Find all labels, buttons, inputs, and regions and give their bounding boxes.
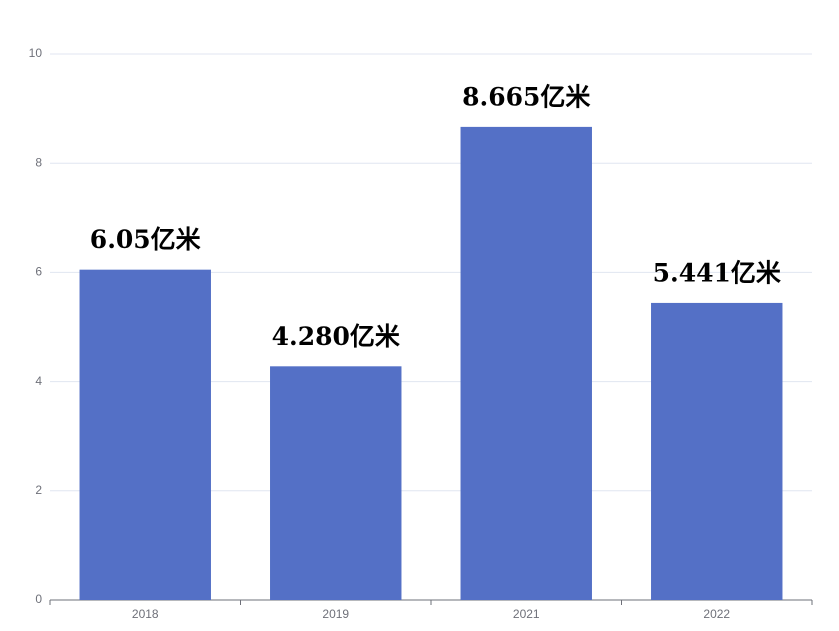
value-label: 4.280亿米 xyxy=(272,322,401,351)
x-tick-label: 2018 xyxy=(132,607,159,621)
x-tick-label: 2021 xyxy=(513,607,540,621)
value-label: 8.665亿米 xyxy=(462,82,591,111)
y-tick-label: 8 xyxy=(35,155,42,169)
value-label: 6.05亿米 xyxy=(90,225,202,254)
bar xyxy=(270,366,402,600)
y-tick-label: 10 xyxy=(29,46,43,60)
y-tick-label: 4 xyxy=(35,374,42,388)
bar xyxy=(651,302,783,600)
y-tick-label: 6 xyxy=(35,265,42,279)
x-tick-label: 2019 xyxy=(322,607,349,621)
bar xyxy=(460,126,592,601)
y-tick-label: 0 xyxy=(35,592,42,606)
value-label: 5.441亿米 xyxy=(653,258,782,287)
x-tick-label: 2022 xyxy=(703,607,730,621)
bar xyxy=(79,269,211,600)
y-tick-label: 2 xyxy=(35,483,42,497)
